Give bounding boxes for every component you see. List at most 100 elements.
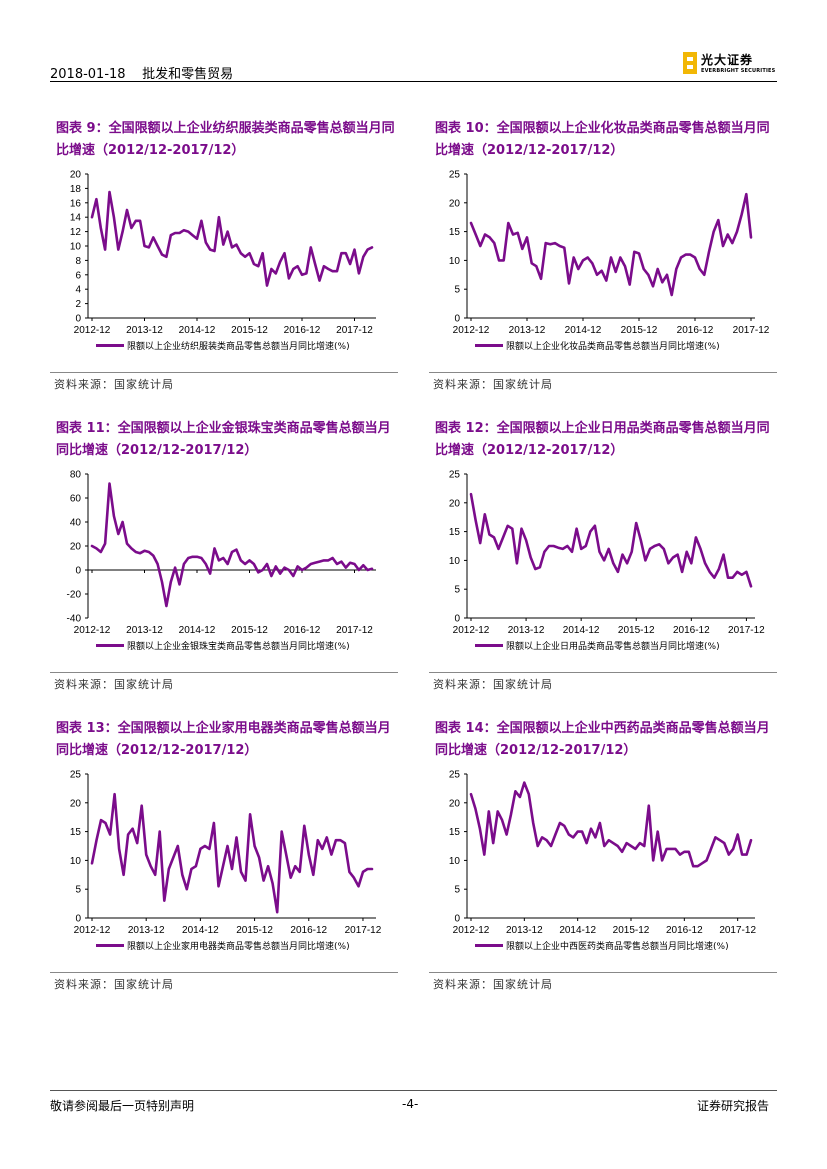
source-note: 资料来源：国家统计局 xyxy=(54,678,174,691)
x-tick-label: 2015-12 xyxy=(618,625,655,636)
x-tick-label: 2013-12 xyxy=(506,925,543,936)
y-tick-label: 5 xyxy=(454,585,460,596)
y-tick-label: 25 xyxy=(449,770,461,781)
y-tick-label: 5 xyxy=(454,885,460,896)
x-tick-label: 2016-12 xyxy=(284,325,321,336)
x-tick-label: 2016-12 xyxy=(290,925,327,936)
series-line xyxy=(90,190,374,287)
x-tick-label: 2017-12 xyxy=(733,325,770,336)
line-chart: 25 20 15 10 5 0 2012-12 2013-12 2014-12 2015-12 20… xyxy=(429,766,777,966)
y-tick-label: 20 xyxy=(449,498,461,509)
series-line xyxy=(469,781,753,868)
y-tick-label: 0 xyxy=(75,314,81,325)
y-tick-label: 25 xyxy=(449,470,461,481)
page-number: -4- xyxy=(402,1097,419,1111)
line-chart: 25 20 15 10 5 0 2012-12 2013-12 2014-12 2015-12 20… xyxy=(429,166,777,366)
x-tick-label: 2015-12 xyxy=(236,925,273,936)
x-tick-label: 2017-12 xyxy=(345,925,382,936)
legend-label: 限额以上企业化妆品类商品零售总额当月同比增速(%) xyxy=(506,340,720,352)
x-tick-label: 2014-12 xyxy=(179,625,216,636)
source-note: 资料来源：国家统计局 xyxy=(433,978,553,991)
y-tick-label: 20 xyxy=(70,542,82,553)
legend-label: 限额以上企业金银珠宝类商品零售总额当月同比增速(%) xyxy=(127,640,350,652)
x-tick-label: 2013-12 xyxy=(508,625,545,636)
y-tick-label: 15 xyxy=(449,827,461,838)
x-tick-label: 2015-12 xyxy=(231,625,268,636)
footer-rule xyxy=(50,1090,777,1091)
source-note: 资料来源：国家统计局 xyxy=(433,678,553,691)
source-divider xyxy=(429,672,777,673)
x-tick-label: 2013-12 xyxy=(128,925,165,936)
y-tick-label: -20 xyxy=(67,590,82,601)
y-tick-label: 14 xyxy=(70,213,82,224)
x-tick-label: 2017-12 xyxy=(728,625,765,636)
x-tick-label: 2016-12 xyxy=(666,925,703,936)
y-tick-label: 5 xyxy=(75,885,81,896)
source-note: 资料来源：国家统计局 xyxy=(54,978,174,991)
x-tick-label: 2012-12 xyxy=(453,625,490,636)
y-tick-label: 15 xyxy=(449,527,461,538)
source-note: 资料来源：国家统计局 xyxy=(433,378,553,391)
y-tick-label: 6 xyxy=(75,270,81,281)
y-tick-label: 8 xyxy=(75,256,81,267)
x-tick-label: 2012-12 xyxy=(74,625,111,636)
x-tick-label: 2015-12 xyxy=(613,925,650,936)
x-tick-label: 2012-12 xyxy=(74,925,111,936)
y-tick-label: 10 xyxy=(449,256,461,267)
x-tick-label: 2013-12 xyxy=(509,325,546,336)
source-divider xyxy=(50,672,398,673)
y-tick-label: 10 xyxy=(70,242,82,253)
source-note: 资料来源：国家统计局 xyxy=(54,378,174,391)
x-tick-label: 2015-12 xyxy=(621,325,658,336)
chart-title: 图表 12：全国限额以上企业日用品类商品零售总额当月同比增速（2012/12-2… xyxy=(435,421,770,458)
x-tick-label: 2016-12 xyxy=(673,625,710,636)
source-divider xyxy=(50,972,398,973)
y-tick-label: 10 xyxy=(70,856,82,867)
y-tick-label: 18 xyxy=(70,184,82,195)
y-tick-label: -40 xyxy=(67,614,82,625)
legend-label: 限额以上企业中西医药类商品零售总额当月同比增速(%) xyxy=(506,940,729,952)
y-tick-label: 15 xyxy=(70,827,82,838)
line-chart: 25 20 15 10 5 0 2012-12 2013-12 2014-12 2015-12 20… xyxy=(429,466,777,666)
series-line xyxy=(469,492,753,588)
y-tick-label: 4 xyxy=(75,285,81,296)
y-tick-label: 10 xyxy=(449,856,461,867)
x-tick-label: 2017-12 xyxy=(336,325,373,336)
x-tick-label: 2017-12 xyxy=(719,925,756,936)
y-tick-label: 5 xyxy=(454,285,460,296)
chart-title: 图表 11：全国限额以上企业金银珠宝类商品零售总额当月同比增速（2012/12-… xyxy=(56,421,391,458)
brand-name-en: EVERBRIGHT SECURITIES xyxy=(701,68,776,74)
x-tick-label: 2014-12 xyxy=(182,925,219,936)
y-tick-label: 12 xyxy=(70,227,82,238)
header-rule xyxy=(50,81,777,82)
x-tick-label: 2014-12 xyxy=(565,325,602,336)
y-tick-label: 0 xyxy=(454,314,460,325)
series-line xyxy=(469,192,753,297)
line-chart: 80 60 40 20 0 -20 -40 2012-12 2013-12 2014-12 2015… xyxy=(50,466,398,666)
line-chart: 25 20 15 10 5 0 2012-12 2013-12 2014-12 2015-12 20… xyxy=(50,766,398,966)
legend-label: 限额以上企业日用品类商品零售总额当月同比增速(%) xyxy=(506,640,720,652)
x-tick-label: 2013-12 xyxy=(126,625,163,636)
brand-mark-icon xyxy=(683,52,697,74)
chart-title: 图表 14：全国限额以上企业中西药品类商品零售总额当月同比增速（2012/12-… xyxy=(435,721,770,758)
legend-label: 限额以上企业纺织服装类商品零售总额当月同比增速(%) xyxy=(127,340,350,352)
y-tick-label: 25 xyxy=(449,170,461,181)
header-date-section: 2018-01-18 批发和零售贸易 xyxy=(50,67,234,82)
chart-title: 图表 10：全国限额以上企业化妆品类商品零售总额当月同比增速（2012/12-2… xyxy=(435,121,770,158)
y-tick-label: 2 xyxy=(75,299,81,310)
x-tick-label: 2016-12 xyxy=(677,325,714,336)
x-tick-label: 2014-12 xyxy=(559,925,596,936)
x-tick-label: 2013-12 xyxy=(126,325,163,336)
y-tick-label: 0 xyxy=(454,614,460,625)
legend-label: 限额以上企业家用电器类商品零售总额当月同比增速(%) xyxy=(127,940,350,952)
brand-name-cn: 光大证券 xyxy=(701,53,754,67)
x-tick-label: 2012-12 xyxy=(453,325,490,336)
line-chart: 20 18 16 14 12 10 8 6 4 2 0 2012-12 2013-12 2014-12 20… xyxy=(50,166,398,366)
x-tick-label: 2017-12 xyxy=(336,625,373,636)
x-tick-label: 2012-12 xyxy=(453,925,490,936)
